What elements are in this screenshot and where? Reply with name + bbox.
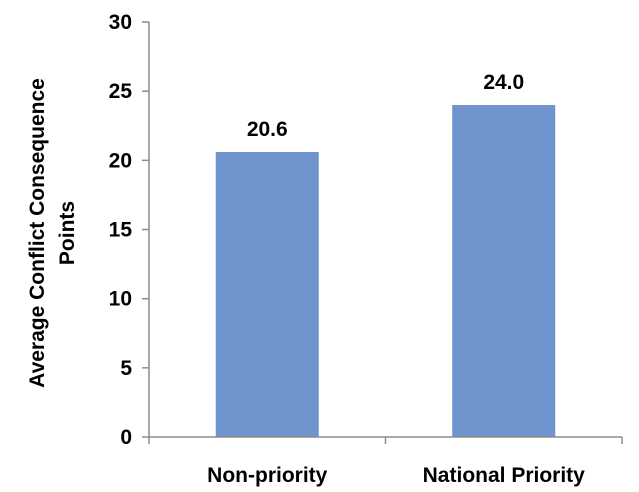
bar [452,105,556,437]
data-label: 20.6 [247,118,288,141]
y-tick-label: 15 [109,219,133,242]
y-tick-label: 0 [120,426,132,449]
y-tick-label: 10 [109,288,132,311]
axes [148,22,623,444]
y-tick-label: 30 [109,11,132,34]
data-labels: 20.6 24.0 [247,71,524,141]
bars [215,105,556,438]
y-tick-label: 25 [109,80,133,103]
y-tick-label: 20 [109,149,132,172]
y-axis-ticks: 0 5 10 15 20 25 30 [109,11,149,449]
y-axis-title: Average Conflict Consequence Points [26,78,79,388]
x-category-label: National Priority [423,464,586,487]
bar [215,152,319,438]
x-axis-labels: Non-priority National Priority [207,464,585,487]
x-category-label: Non-priority [207,464,327,487]
y-axis-title-line-1: Average Conflict Consequence [26,78,49,388]
y-tick-label: 5 [120,357,132,380]
y-axis-title-line-2: Points [56,201,79,265]
data-label: 24.0 [483,71,524,94]
